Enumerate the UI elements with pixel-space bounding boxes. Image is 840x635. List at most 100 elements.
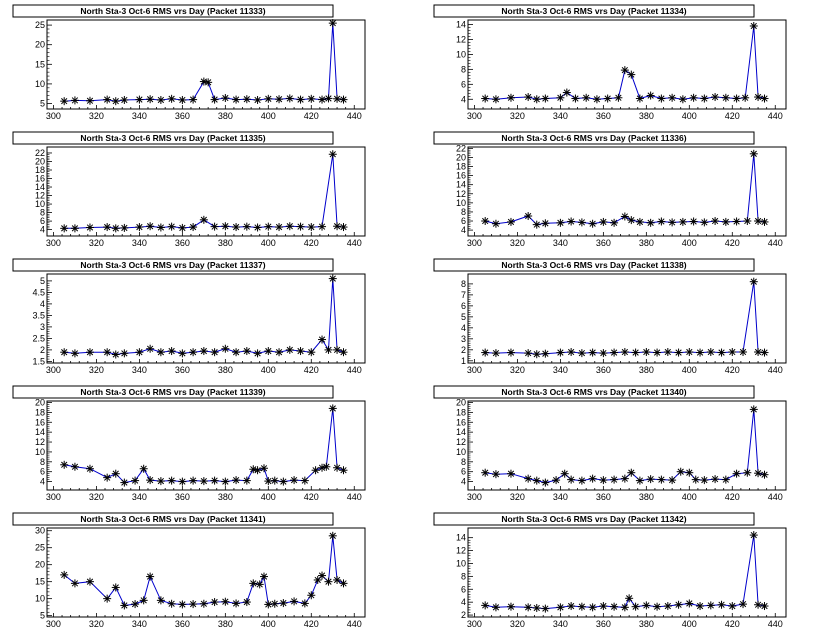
data-point — [706, 601, 715, 610]
data-point — [249, 579, 258, 588]
y-tick-label: 4 — [461, 225, 466, 235]
y-tick-label: 22 — [456, 143, 466, 153]
y-tick-label: 12 — [35, 191, 45, 201]
data-point — [668, 218, 677, 227]
data-point — [620, 212, 629, 221]
x-tick-label: 360 — [596, 111, 611, 121]
data-point — [685, 468, 694, 477]
data-point — [178, 223, 187, 232]
chart-panel: North Sta-3 Oct-6 RMS vrs Day (Packet 11… — [12, 512, 366, 629]
data-point — [275, 348, 284, 357]
data-point — [333, 345, 342, 354]
y-tick-label: 7 — [461, 290, 466, 300]
data-point — [556, 348, 565, 357]
data-point — [232, 223, 241, 232]
data-point — [562, 88, 571, 97]
plot-frame — [46, 19, 366, 110]
y-tick-label: 15 — [35, 59, 45, 69]
data-point — [139, 464, 148, 473]
data-point — [541, 604, 550, 613]
data-point — [749, 405, 758, 414]
data-point — [60, 460, 69, 469]
data-point — [120, 349, 129, 358]
y-tick-label: 6 — [40, 216, 45, 226]
data-point — [635, 476, 644, 485]
data-point — [754, 217, 763, 226]
x-tick-label: 440 — [768, 111, 783, 121]
x-tick-label: 320 — [89, 365, 104, 375]
y-tick-label: 3 — [40, 322, 45, 332]
x-tick-label: 340 — [553, 619, 568, 629]
data-point — [135, 95, 144, 104]
data-point — [242, 476, 251, 485]
y-tick-label: 16 — [35, 174, 45, 184]
y-tick-label: 14 — [456, 19, 466, 29]
data-point — [328, 531, 337, 540]
y-tick-label: 18 — [456, 162, 466, 172]
data-point — [506, 469, 515, 478]
y-tick-label: 20 — [456, 397, 466, 407]
x-tick-label: 360 — [596, 365, 611, 375]
data-point — [307, 348, 316, 357]
data-point — [635, 217, 644, 226]
data-point — [242, 95, 251, 104]
y-tick-label: 15 — [35, 577, 45, 587]
x-tick-label: 380 — [639, 111, 654, 121]
data-point — [270, 476, 279, 485]
data-point — [588, 219, 597, 228]
data-point — [70, 462, 79, 471]
data-point — [620, 603, 629, 612]
data-point — [571, 94, 580, 103]
data-point — [627, 216, 636, 225]
data-point — [491, 95, 500, 104]
data-point — [610, 218, 619, 227]
x-tick-label: 440 — [768, 492, 783, 502]
data-point — [221, 597, 230, 606]
data-point — [300, 476, 309, 485]
data-point — [524, 212, 533, 221]
data-point — [592, 95, 601, 104]
data-point — [324, 94, 333, 103]
data-point — [135, 348, 144, 357]
data-point — [103, 594, 112, 603]
data-point — [103, 473, 112, 482]
y-tick-label: 12 — [456, 437, 466, 447]
data-point — [199, 477, 208, 486]
x-tick-label: 340 — [132, 365, 147, 375]
x-tick-label: 380 — [218, 111, 233, 121]
data-point — [567, 348, 576, 357]
data-point — [524, 93, 533, 102]
data-point — [167, 222, 176, 231]
data-point — [481, 601, 490, 610]
data-point — [242, 347, 251, 356]
data-point — [111, 224, 120, 233]
x-tick-label: 440 — [347, 111, 362, 121]
data-point — [328, 150, 337, 159]
chart-title: North Sta-3 Oct-6 RMS vrs Day (Packet 11… — [501, 133, 686, 143]
x-tick-label: 420 — [725, 492, 740, 502]
y-tick-label: 8 — [461, 571, 466, 581]
data-point — [599, 602, 608, 611]
data-point — [541, 478, 550, 487]
y-tick-label: 12 — [456, 189, 466, 199]
x-tick-label: 420 — [304, 365, 319, 375]
data-point — [749, 531, 758, 540]
data-point — [210, 598, 219, 607]
data-point — [285, 222, 294, 231]
data-point — [676, 467, 685, 476]
data-point — [620, 66, 629, 75]
x-tick-label: 420 — [304, 619, 319, 629]
data-point — [506, 602, 515, 611]
data-point — [749, 277, 758, 286]
y-tick-label: 8 — [40, 208, 45, 218]
data-point — [657, 94, 666, 103]
x-tick-label: 380 — [639, 492, 654, 502]
data-point — [103, 95, 112, 104]
chart-title-box — [433, 512, 755, 526]
x-tick-label: 360 — [175, 492, 190, 502]
data-point — [739, 600, 748, 609]
data-point — [111, 583, 120, 592]
data-point — [253, 223, 262, 232]
y-tick-label: 14 — [35, 427, 45, 437]
y-tick-label: 3 — [461, 334, 466, 344]
